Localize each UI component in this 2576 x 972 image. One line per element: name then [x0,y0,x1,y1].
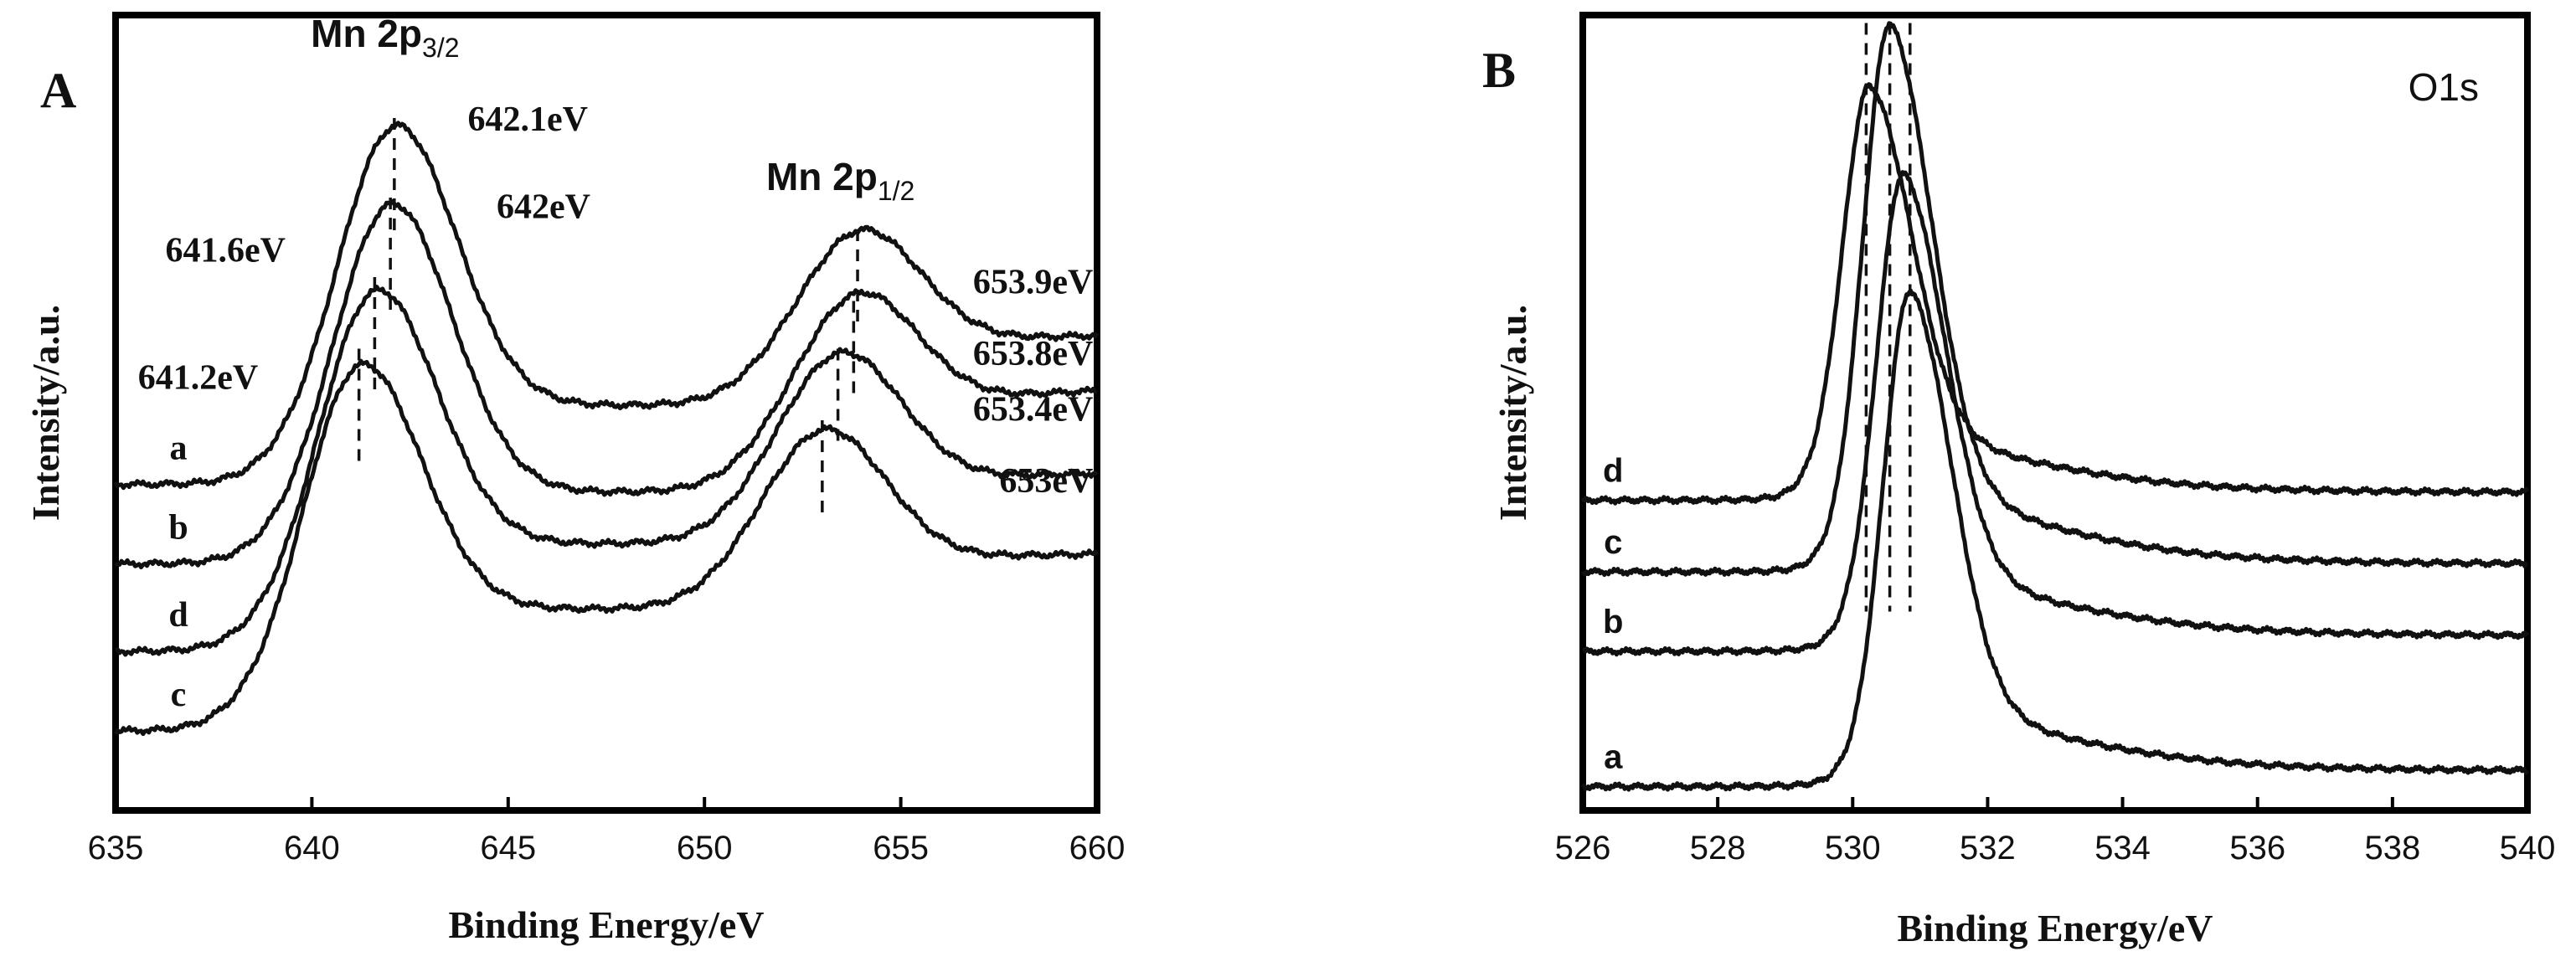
panel-b-x-tick-label: 536 [2229,830,2285,867]
panel-a-peak1-label: 642eV [497,188,590,226]
panel-a-x-tick-label: 645 [480,830,536,867]
panel-b-series-label: b [1603,604,1623,640]
panel-b: B O1s Intensity/a.u. Binding Energy/eV 5… [1482,12,2556,949]
panel-a-x-tick-label: 660 [1069,830,1126,867]
panel-a-label: A [40,63,76,118]
panel-a-curve-d [115,285,1099,657]
panel-b-label: B [1482,43,1516,98]
panel-a-x-tick-label: 655 [873,830,929,867]
panel-b-series-label: c [1604,524,1622,561]
panel-a-plot-frame [112,12,1100,814]
panel-b-x-tick-label: 530 [1825,830,1881,867]
panel-a-peak2-label: 653.8eV [973,335,1093,373]
panel-b-curve-c [1580,21,2528,578]
panel-b-x-tick-label: 540 [2500,830,2556,867]
panel-b-spectra [1580,21,2530,792]
panel-a-annotations: a 642.1eV 653.9eV b 642eV 653.8eV d 641.6eV 653.… [138,12,1094,714]
panel-b-x-tick-label: 526 [1555,830,1611,867]
panel-b-x-tick-label: 534 [2094,830,2151,867]
panel-b-curve-d [1580,82,2530,506]
panel-b-x-ticks: 526 528 530 532 534 536 538 540 [1555,797,2556,867]
panel-a-peak2-label: 653eV [999,462,1093,501]
panel-a-series-label: b [168,509,188,548]
panel-a-x-tick-label: 650 [677,830,733,867]
panel-a-x-axis-label: Binding Energy/eV [448,903,764,946]
panel-b-x-tick-label: 538 [2364,830,2420,867]
panel-b-series-label: d [1603,453,1623,490]
panel-b-annotations: dc b a [1603,453,1623,776]
panel-b-curve-b [1581,170,2530,657]
panel-a-series-label: c [171,676,187,714]
panel-a-x-ticks: 635 640 645 650 655 660 [88,797,1126,867]
panel-a-peak1-label: 641.6eV [166,232,286,270]
panel-b-title: O1s [2409,65,2479,109]
panel-b-plot-frame [1579,12,2531,814]
panel-a: A Intensity/a.u. Binding Energy/eV 635 64… [24,12,1125,946]
panel-a-curve-b [114,198,1098,569]
panel-a-y-axis-label: Intensity/a.u. [24,305,67,521]
panel-b-x-axis-label: Binding Energy/eV [1897,907,2213,949]
panel-b-y-axis-label: Intensity/a.u. [1492,305,1534,521]
panel-a-peak2-label: 653.9eV [973,264,1093,302]
panel-a-spectra [113,121,1100,737]
panel-a-curve-c [113,358,1100,737]
panel-a-x-tick-label: 635 [88,830,144,867]
panel-a-series-label: d [168,596,188,635]
panel-a-peak1-label: 642.1eV [467,100,587,139]
panel-a-peak1-label: 641.2eV [138,359,258,398]
panel-b-x-tick-label: 532 [1960,830,2016,867]
panel-a-peak2-label: 653.4eV [973,391,1093,429]
panel-a-curve-a [113,121,1100,491]
panel-b-series-label: a [1604,739,1623,776]
panel-a-peak-title: Mn 2p3/2 [311,12,459,63]
panel-a-peak-title: Mn 2p1/2 [766,155,914,206]
panel-b-curve-a [1580,288,2530,792]
panel-a-x-tick-label: 640 [284,830,340,867]
panel-b-peak-markers [1864,23,1912,612]
panel-b-x-tick-label: 528 [1690,830,1746,867]
panel-a-series-label: a [170,429,188,468]
